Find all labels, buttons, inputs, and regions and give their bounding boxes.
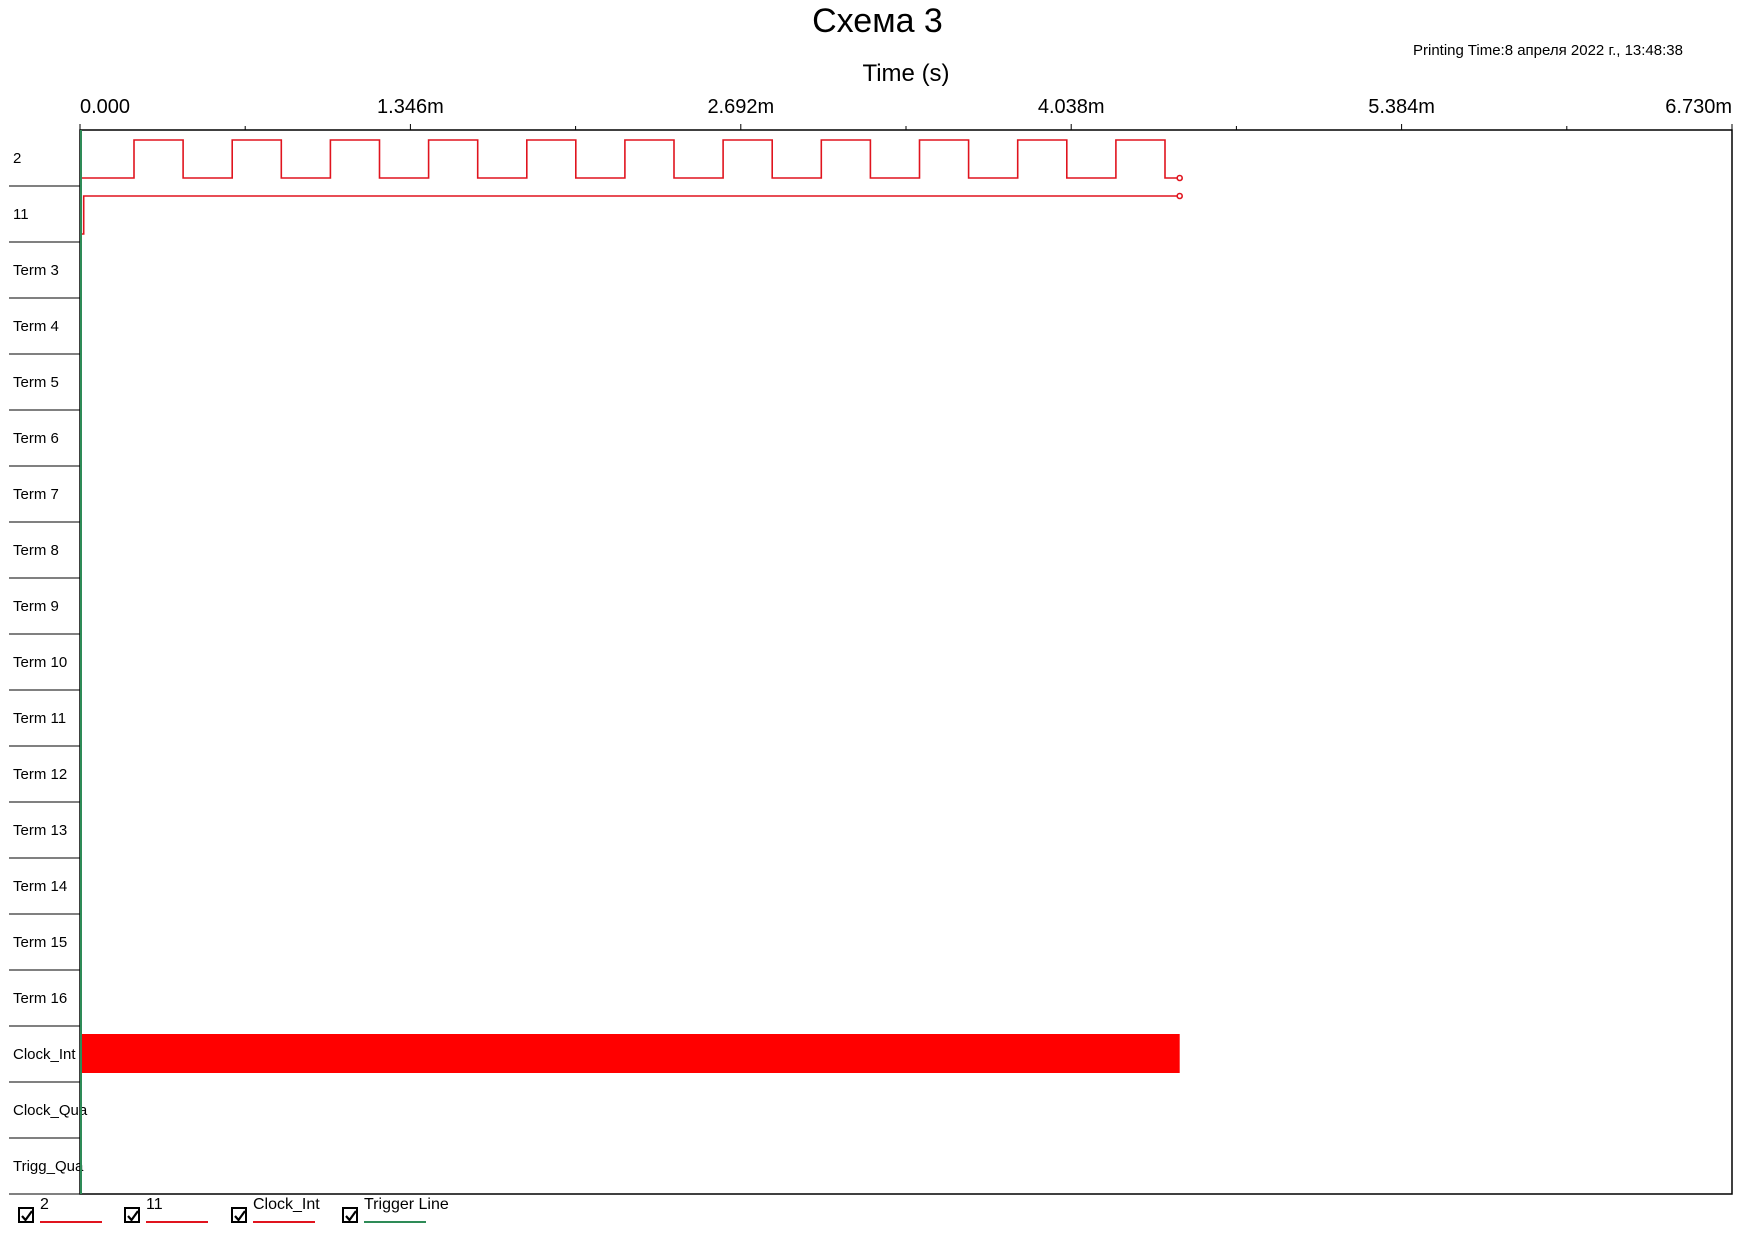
x-tick-label: 6.730m: [1665, 96, 1732, 118]
row-label: Term 14: [13, 878, 67, 895]
x-tick-label: 5.384m: [1368, 96, 1435, 118]
row-label: Term 7: [13, 486, 59, 503]
signal-2-trace: [80, 139, 1180, 179]
legend-color-line: [253, 1221, 315, 1223]
row-label: Term 15: [13, 934, 67, 951]
row-label: Term 12: [13, 766, 67, 783]
row-label: Term 13: [13, 822, 67, 839]
row-labels: 2 11 Term 3 Term 4 Term 5 Term 6 Term 7 Term 8 T…: [9, 150, 88, 1195]
row-label: Trigg_Qua: [13, 1158, 84, 1175]
legend-label: 2: [40, 1196, 49, 1213]
legend-color-line: [364, 1221, 426, 1223]
x-axis-label: Time (s): [862, 60, 949, 87]
x-tick-label: 2.692m: [707, 96, 774, 118]
x-axis: 0.000 1.346m 2.692m 4.038m 5.384m 6.730m: [79, 96, 1733, 130]
signal-11-end-marker: [1176, 192, 1183, 200]
signal-2-end-marker: [1176, 174, 1183, 182]
legend-checkbox[interactable]: [18, 1207, 34, 1223]
page-title: Схема 3: [812, 2, 943, 40]
signals: [80, 139, 1183, 1073]
signal-11-trace: [80, 195, 1180, 235]
legend-checkbox[interactable]: [342, 1207, 358, 1223]
legend-checkbox[interactable]: [231, 1207, 247, 1223]
legend-label: 11: [146, 1196, 163, 1213]
x-tick-label: 1.346m: [377, 96, 444, 118]
row-label: Term 10: [13, 654, 67, 671]
row-label: Term 5: [13, 374, 59, 391]
row-label: Term 4: [13, 318, 59, 335]
row-label: Term 6: [13, 430, 59, 447]
x-tick-label: 4.038m: [1038, 96, 1105, 118]
printing-time: Printing Time:8 апреля 2022 г., 13:48:38: [1413, 42, 1683, 59]
legend-color-line: [40, 1221, 102, 1223]
row-label: Clock_Int: [13, 1046, 76, 1063]
checkmark-icon: [21, 1210, 33, 1222]
row-label: Term 11: [13, 710, 66, 727]
row-label: Clock_Qua: [13, 1102, 88, 1119]
row-label: Term 9: [13, 598, 59, 615]
row-label: 2: [13, 150, 21, 167]
checkmark-icon: [234, 1210, 246, 1222]
row-label: 11: [13, 206, 29, 223]
checkmark-icon: [345, 1210, 357, 1222]
row-label: Term 8: [13, 542, 59, 559]
row-label: Term 3: [13, 262, 59, 279]
row-label: Term 16: [13, 990, 67, 1007]
legend-color-line: [146, 1221, 208, 1223]
clock-int-bar: [80, 1034, 1180, 1073]
legend-label: Clock_Int: [253, 1196, 320, 1213]
x-tick-label: 0.000: [80, 96, 130, 118]
legend-label: Trigger Line: [364, 1196, 449, 1213]
checkmark-icon: [127, 1210, 139, 1222]
legend-checkbox[interactable]: [124, 1207, 140, 1223]
